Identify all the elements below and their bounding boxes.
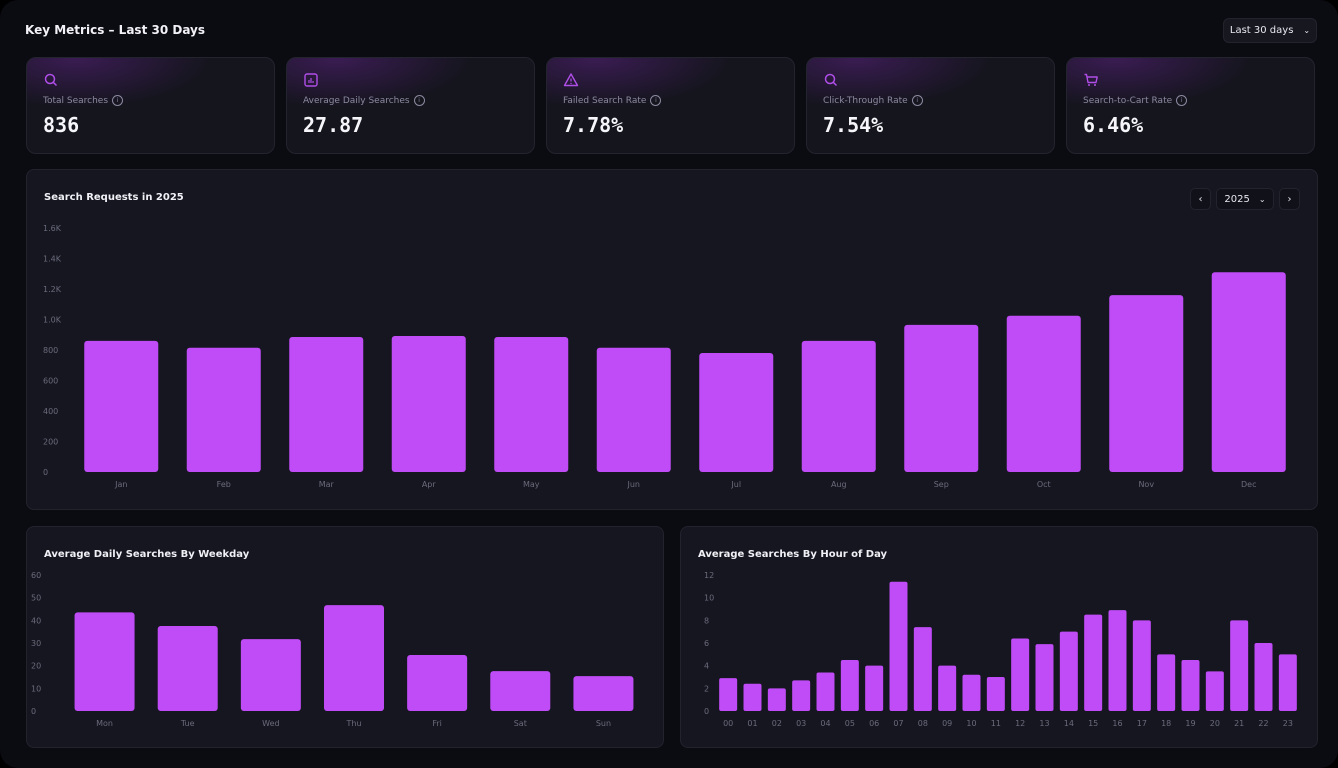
- cart-icon: [1084, 73, 1098, 86]
- weekday-chart-panel: Average Daily Searches By Weekday: [26, 526, 664, 748]
- metric-value: 7.54%: [823, 113, 884, 137]
- date-range-select[interactable]: Last 30 days ⌄: [1223, 18, 1317, 43]
- search-icon: [824, 73, 838, 87]
- metric-label: Failed Search Rate: [563, 95, 647, 106]
- metric-value: 27.87: [303, 113, 364, 137]
- chevron-down-icon: ⌄: [1303, 26, 1311, 35]
- panel-title: Average Daily Searches By Weekday: [44, 549, 250, 560]
- year-value: 2025: [1224, 193, 1250, 205]
- panel-title: Search Requests in 2025: [44, 192, 184, 203]
- info-icon[interactable]: i: [112, 95, 124, 106]
- hourly-chart-panel: Average Searches By Hour of Day: [680, 526, 1318, 748]
- metric-value: 836: [43, 113, 80, 137]
- search-icon: [44, 73, 58, 87]
- warning-triangle-icon: [563, 73, 579, 87]
- metric-label: Total Searches: [43, 95, 109, 106]
- metric-value: 6.46%: [1083, 113, 1144, 137]
- metric-card-click-through-rate: Click-Through Rate i 7.54%: [806, 57, 1055, 154]
- metric-value: 7.78%: [563, 113, 624, 137]
- next-year-button[interactable]: ›: [1279, 188, 1300, 210]
- bar-chart-icon: [304, 73, 318, 87]
- metric-label: Search-to-Cart Rate: [1083, 95, 1173, 106]
- metric-card-search-to-cart-rate: Search-to-Cart Rate i 6.46%: [1066, 57, 1315, 154]
- info-icon[interactable]: i: [650, 95, 662, 106]
- metric-cards: Total Searches i 836 Average Daily Search…: [26, 57, 1315, 154]
- panel-title: Average Searches By Hour of Day: [698, 549, 888, 560]
- metric-card-failed-search-rate: Failed Search Rate i 7.78%: [546, 57, 795, 154]
- metric-card-total-searches: Total Searches i 836: [26, 57, 275, 154]
- info-icon[interactable]: i: [1176, 95, 1188, 106]
- date-range-value: Last 30 days: [1229, 25, 1294, 36]
- prev-year-button[interactable]: ‹: [1190, 188, 1211, 210]
- metric-label: Average Daily Searches: [303, 95, 410, 106]
- metric-label: Click-Through Rate: [823, 95, 908, 106]
- info-icon[interactable]: i: [413, 95, 425, 106]
- monthly-chart-panel: Search Requests in 2025 ‹ 2025 ⌄ ›: [26, 169, 1318, 510]
- chevron-down-icon: ⌄: [1258, 194, 1266, 204]
- year-select[interactable]: 2025 ⌄: [1216, 188, 1274, 210]
- info-icon[interactable]: i: [911, 95, 923, 106]
- page-title: Key Metrics – Last 30 Days: [25, 23, 206, 37]
- metric-card-average-daily-searches: Average Daily Searches i 27.87: [286, 57, 535, 154]
